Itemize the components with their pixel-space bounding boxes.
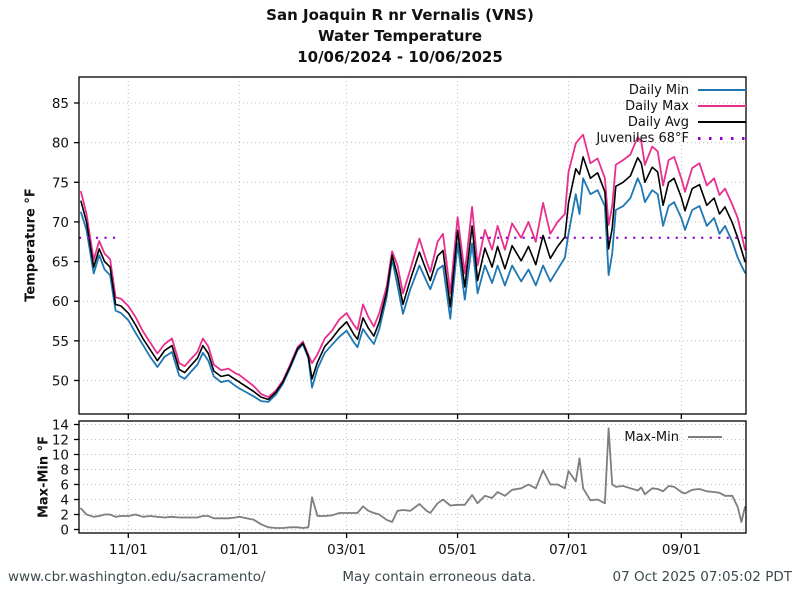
footer: www.cbr.washington.edu/sacramento/ May c… [0, 569, 800, 585]
chart-subtitle: Water Temperature [318, 27, 482, 45]
y-tick-label: 80 [52, 136, 69, 152]
series-line-daily-avg [80, 156, 746, 401]
legend-item-daily-avg: Daily Avg [596, 114, 746, 130]
legend-line-sample-max-min [688, 436, 722, 438]
legend-label-daily-avg: Daily Avg [627, 114, 689, 130]
y-tick-label: 65 [52, 255, 69, 271]
legend-item-juveniles-68-f: Juveniles 68°F [596, 130, 746, 146]
legend-line-sample-daily-avg [698, 121, 746, 123]
legend-line-sample-juveniles-68-f [698, 136, 746, 140]
legend-item-daily-min: Daily Min [596, 82, 746, 98]
y-tick-label: 8 [60, 463, 69, 479]
chart-titles: San Joaquin R nr Vernalis (VNS) Water Te… [0, 5, 800, 68]
series-line-daily-min [80, 177, 746, 403]
legend-item-daily-max: Daily Max [596, 98, 746, 114]
chart-title: San Joaquin R nr Vernalis (VNS) [266, 6, 534, 24]
legend-label-juveniles-68-f: Juveniles 68°F [596, 130, 689, 146]
series-line-daily-max [80, 133, 746, 399]
legend-line-sample-daily-min [698, 89, 746, 91]
y-tick-label: 70 [52, 215, 69, 231]
series-line-max-min [80, 427, 746, 529]
plot-frame [78, 76, 747, 415]
y-tick-label: 2 [60, 508, 69, 524]
y-tick-label: 12 [52, 433, 69, 449]
x-tick-label: 07/01 [549, 542, 588, 558]
legend-item-max-min: Max-Min [624, 429, 722, 445]
x-tick-label: 09/01 [662, 542, 701, 558]
lower-chart-ylabel: Max-Min °F [36, 435, 52, 519]
main-chart-ylabel: Temperature °F [23, 188, 39, 302]
chart-date-range: 10/06/2024 - 10/06/2025 [297, 48, 503, 66]
footer-disclaimer: May contain erroneous data. [342, 569, 536, 585]
y-tick-label: 75 [52, 175, 69, 191]
x-tick-label: 05/01 [438, 542, 477, 558]
legend-label-max-min: Max-Min [624, 429, 679, 445]
legend-line-sample-daily-max [698, 105, 746, 107]
x-tick-label: 11/01 [109, 542, 148, 558]
plot-frame [78, 420, 747, 534]
y-tick-label: 0 [60, 523, 69, 539]
y-tick-label: 4 [60, 493, 69, 509]
footer-timestamp: 07 Oct 2025 07:05:02 PDT [612, 569, 792, 585]
y-tick-label: 14 [52, 418, 69, 434]
lower-chart-legend: Max-Min [624, 429, 722, 445]
y-tick-label: 50 [52, 374, 69, 390]
y-tick-label: 6 [60, 478, 69, 494]
x-tick-label: 03/01 [327, 542, 366, 558]
legend-label-daily-max: Daily Max [625, 98, 689, 114]
footer-url: www.cbr.washington.edu/sacramento/ [8, 569, 266, 585]
y-tick-label: 85 [52, 96, 69, 112]
legend-label-daily-min: Daily Min [628, 82, 689, 98]
x-tick-label: 01/01 [220, 542, 259, 558]
main-chart-legend: Daily Min Daily Max Daily Avg Juveniles 68°… [596, 82, 746, 146]
y-tick-label: 10 [52, 448, 69, 464]
y-tick-label: 55 [52, 334, 69, 350]
y-tick-label: 60 [52, 294, 69, 310]
